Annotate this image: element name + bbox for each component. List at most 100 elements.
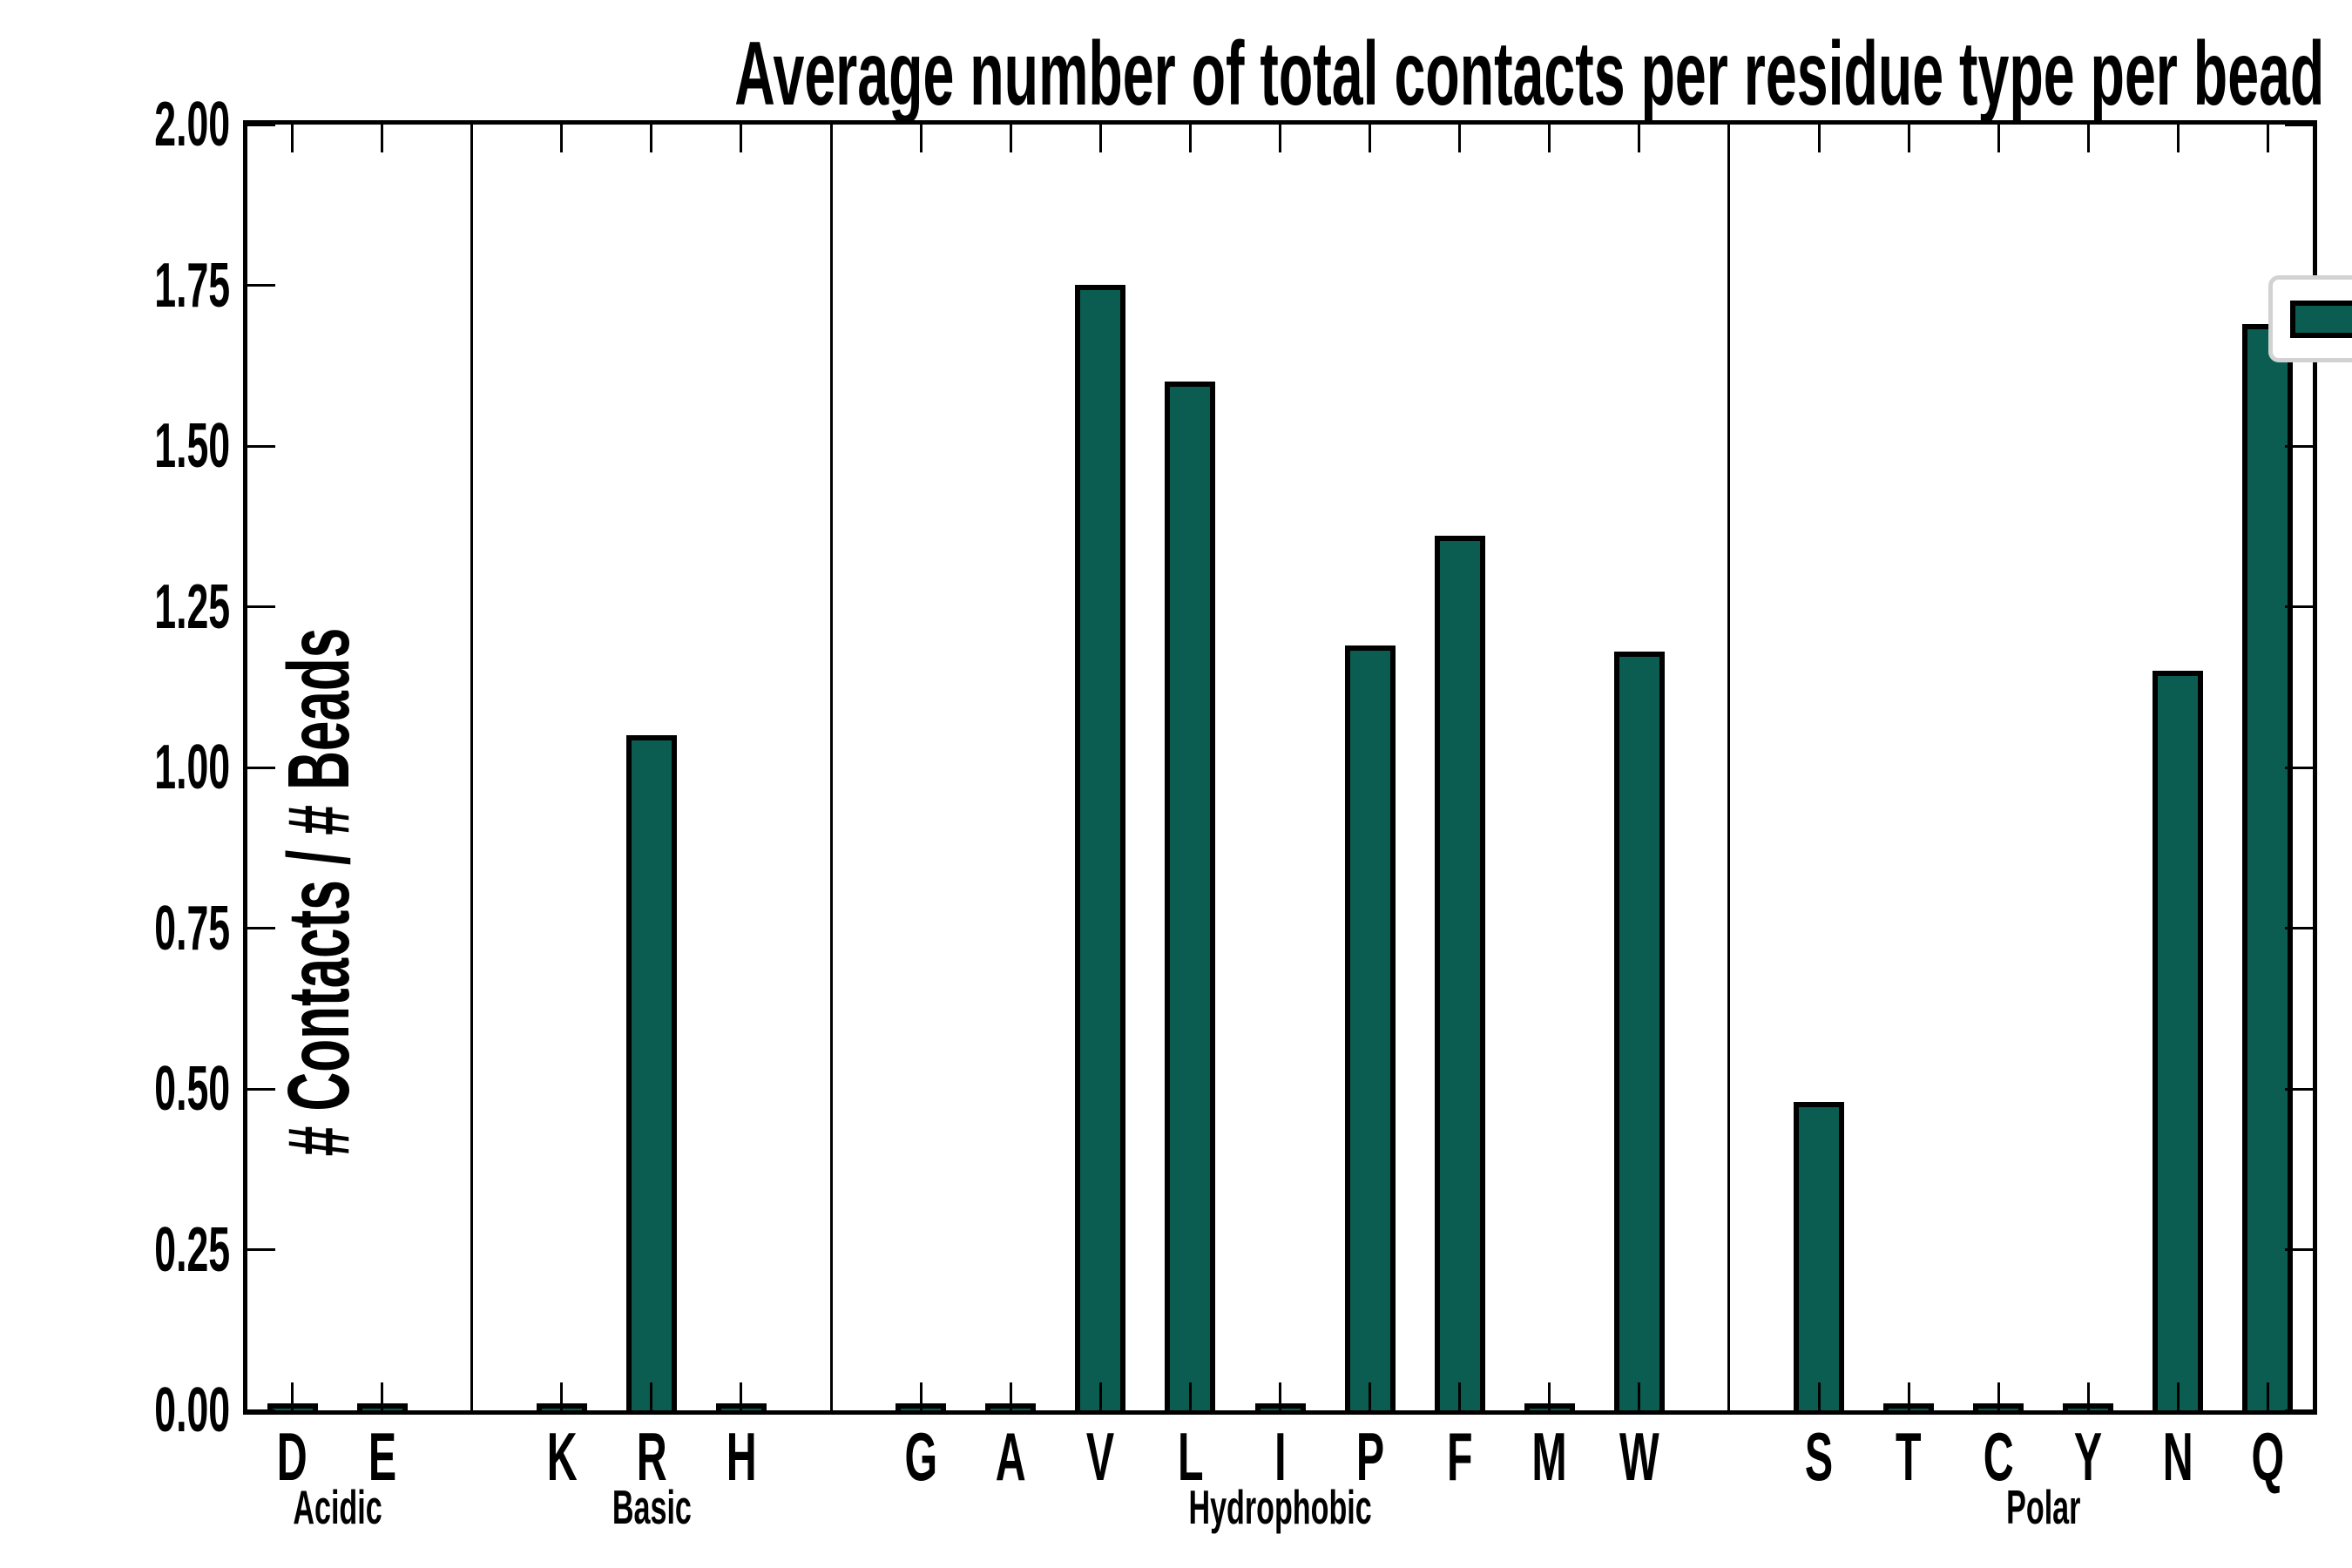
x-tick-Q xyxy=(2266,1382,2269,1410)
x-tick-label-G: G xyxy=(816,1422,1025,1491)
y-tick-label: 1.50 xyxy=(21,415,230,477)
x-tick-Y xyxy=(2086,1382,2090,1410)
x-tick-label-Y: Y xyxy=(1984,1422,2193,1491)
x-tick-label-D: D xyxy=(188,1422,397,1491)
x-tick-top-S xyxy=(1817,125,1821,152)
x-tick-top-M xyxy=(1548,125,1551,152)
x-tick-H xyxy=(740,1382,743,1410)
y-tick-label-text: 1.25 xyxy=(154,571,230,642)
x-tick-label-text: Q xyxy=(2251,1418,2285,1495)
bar-N xyxy=(2153,671,2204,1410)
x-tick-top-F xyxy=(1458,125,1462,152)
group-separator xyxy=(829,125,833,1410)
bar-P xyxy=(1344,645,1396,1410)
group-label-polar: Polar xyxy=(1869,1483,2218,1531)
y-tick-right xyxy=(2285,605,2313,608)
y-tick-label-text: 1.50 xyxy=(154,411,230,481)
y-tick-left xyxy=(247,1087,275,1091)
x-tick-top-R xyxy=(650,125,653,152)
x-tick-label-text: R xyxy=(636,1418,667,1495)
bar-R xyxy=(625,735,677,1410)
x-tick-label-text: P xyxy=(1355,1418,1384,1495)
y-tick-left xyxy=(247,123,275,126)
x-tick-label-C: C xyxy=(1894,1422,2103,1491)
bar-Q xyxy=(2242,324,2294,1410)
x-tick-label-E: E xyxy=(278,1422,487,1491)
y-tick-right xyxy=(2285,766,2313,769)
x-tick-top-C xyxy=(1997,125,2000,152)
x-tick-label-S: S xyxy=(1714,1422,1923,1491)
y-tick-left xyxy=(247,1409,275,1412)
x-tick-label-L: L xyxy=(1085,1422,1294,1491)
x-tick-label-text: W xyxy=(1619,1418,1659,1495)
group-label-text: Polar xyxy=(2006,1480,2081,1534)
x-tick-top-K xyxy=(560,125,564,152)
y-tick-label-text: 1.00 xyxy=(154,733,230,802)
y-tick-left xyxy=(247,1248,275,1251)
y-tick-left xyxy=(247,605,275,608)
x-tick-top-N xyxy=(2176,125,2180,152)
axes-frame xyxy=(243,120,2317,1415)
x-tick-top-H xyxy=(740,125,743,152)
y-tick-right xyxy=(2285,444,2313,448)
x-tick-top-D xyxy=(291,125,294,152)
x-tick-G xyxy=(919,1382,923,1410)
x-tick-label-M: M xyxy=(1445,1422,1654,1491)
group-separator xyxy=(470,125,474,1410)
group-separator xyxy=(1727,125,1731,1410)
y-tick-label: 0.50 xyxy=(21,1058,230,1120)
y-tick-label: 1.75 xyxy=(21,254,230,317)
x-tick-label-P: P xyxy=(1266,1422,1475,1491)
x-tick-F xyxy=(1458,1382,1462,1410)
x-tick-label-text: N xyxy=(2162,1418,2193,1495)
x-tick-label-text: Y xyxy=(2074,1418,2103,1495)
y-tick-label: 2.00 xyxy=(21,93,230,156)
x-tick-W xyxy=(1638,1382,1641,1410)
x-tick-label-W: W xyxy=(1535,1422,1744,1491)
x-tick-top-V xyxy=(1098,125,1102,152)
group-label-text: Hydrophobic xyxy=(1188,1480,1372,1534)
x-tick-label-text: E xyxy=(368,1418,396,1495)
group-label-acidic: Acidic xyxy=(163,1483,511,1531)
x-tick-label-T: T xyxy=(1804,1422,2013,1491)
y-tick-right xyxy=(2285,1248,2313,1251)
x-tick-label-text: S xyxy=(1804,1418,1834,1495)
x-tick-top-E xyxy=(381,125,384,152)
y-tick-left xyxy=(247,766,275,769)
bar-S xyxy=(1794,1102,1845,1410)
x-tick-label-H: H xyxy=(637,1422,846,1491)
y-tick-left xyxy=(247,444,275,448)
x-tick-S xyxy=(1817,1382,1821,1410)
x-tick-label-text: H xyxy=(726,1418,757,1495)
bar-F xyxy=(1434,536,1485,1410)
bar-L xyxy=(1165,382,1216,1410)
x-tick-T xyxy=(1907,1382,1910,1410)
y-axis-label-text: # Contacts / # Beads xyxy=(270,627,368,1157)
chart-title: Average number of total contacts per res… xyxy=(247,29,2324,119)
y-tick-label: 1.25 xyxy=(21,576,230,639)
x-tick-C xyxy=(1997,1382,2000,1410)
x-tick-label-A: A xyxy=(906,1422,1115,1491)
bar-W xyxy=(1613,652,1665,1410)
x-tick-P xyxy=(1369,1382,1372,1410)
y-tick-right xyxy=(2285,123,2313,126)
y-tick-label-text: 0.75 xyxy=(154,893,230,963)
x-tick-top-P xyxy=(1369,125,1372,152)
chart-title-text: Average number of total contacts per res… xyxy=(734,24,2325,125)
x-tick-label-text: G xyxy=(904,1418,937,1495)
x-tick-label-text: F xyxy=(1446,1418,1473,1495)
x-tick-label-text: V xyxy=(1086,1418,1115,1495)
x-tick-L xyxy=(1188,1382,1192,1410)
x-tick-label-Q: Q xyxy=(2163,1422,2352,1491)
x-tick-label-text: M xyxy=(1531,1418,1567,1495)
x-tick-E xyxy=(381,1382,384,1410)
y-tick-left xyxy=(247,284,275,287)
x-tick-label-I: I xyxy=(1176,1422,1385,1491)
x-tick-label-text: K xyxy=(546,1418,578,1495)
y-tick-label-text: 0.00 xyxy=(154,1375,230,1445)
group-label-hydrophobic: Hydrophobic xyxy=(1106,1483,1455,1531)
x-tick-M xyxy=(1548,1382,1551,1410)
x-tick-label-text: T xyxy=(1896,1418,1922,1495)
x-tick-top-W xyxy=(1638,125,1641,152)
x-tick-top-G xyxy=(919,125,923,152)
